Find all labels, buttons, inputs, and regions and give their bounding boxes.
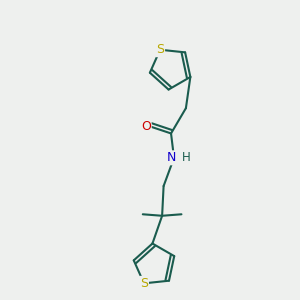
Text: S: S (156, 43, 164, 56)
Text: H: H (182, 151, 191, 164)
Text: N: N (166, 151, 176, 164)
Text: O: O (141, 119, 151, 133)
Text: S: S (140, 277, 148, 290)
